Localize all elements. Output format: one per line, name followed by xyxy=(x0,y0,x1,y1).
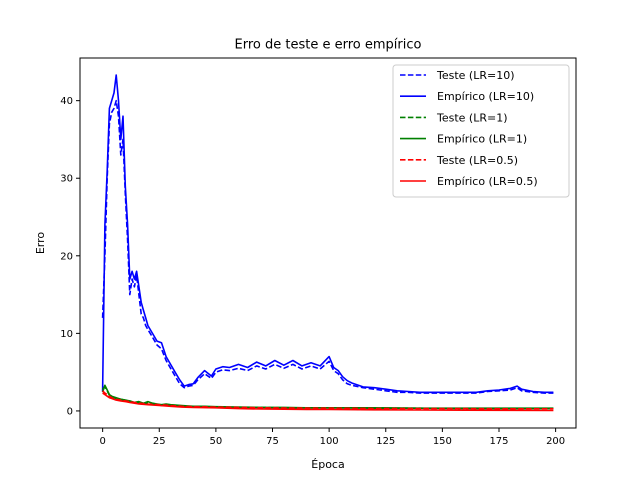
plot-frame xyxy=(79,57,577,429)
x-tick-label: 200 xyxy=(546,436,565,447)
y-tick-label: 40 xyxy=(60,96,73,107)
x-tick-label: 75 xyxy=(266,436,279,447)
legend-box xyxy=(392,64,570,198)
chart-title: Erro de teste e erro empírico xyxy=(235,38,422,53)
x-tick-label: 175 xyxy=(489,436,508,447)
x-tick-label: 25 xyxy=(153,436,166,447)
y-axis-label: Erro xyxy=(34,232,47,255)
y-tick-label: 30 xyxy=(60,174,73,185)
legend-label-0: Teste (LR=10) xyxy=(436,69,515,82)
x-tick-label: 0 xyxy=(99,436,105,447)
x-axis: 0 25 50 75 100 125 150 175 200 xyxy=(99,428,565,447)
legend-label-3: Empírico (LR=1) xyxy=(437,133,527,146)
y-tick-label: 0 xyxy=(67,406,73,417)
x-axis-label: Época xyxy=(311,458,344,471)
series-line-5 xyxy=(102,392,554,412)
legend-label-4: Teste (LR=0.5) xyxy=(436,154,518,167)
x-tick-label: 50 xyxy=(210,436,223,447)
y-tick-label: 10 xyxy=(60,329,73,340)
legend-label-2: Teste (LR=1) xyxy=(436,111,508,124)
y-tick-label: 20 xyxy=(60,251,73,262)
legend-label-1: Empírico (LR=10) xyxy=(437,90,534,103)
series-layer xyxy=(101,74,554,412)
legend-label-5: Empírico (LR=0.5) xyxy=(437,175,538,188)
x-tick-label: 150 xyxy=(433,436,452,447)
series-line-3 xyxy=(101,384,554,410)
y-axis: 0 10 20 30 40 xyxy=(60,96,80,417)
legend: Teste (LR=10) Empírico (LR=10) Teste (LR=1… xyxy=(392,64,570,198)
x-tick-label: 100 xyxy=(320,436,339,447)
x-tick-label: 125 xyxy=(376,436,395,447)
series-line-1 xyxy=(101,74,554,394)
series-line-0 xyxy=(101,99,554,394)
